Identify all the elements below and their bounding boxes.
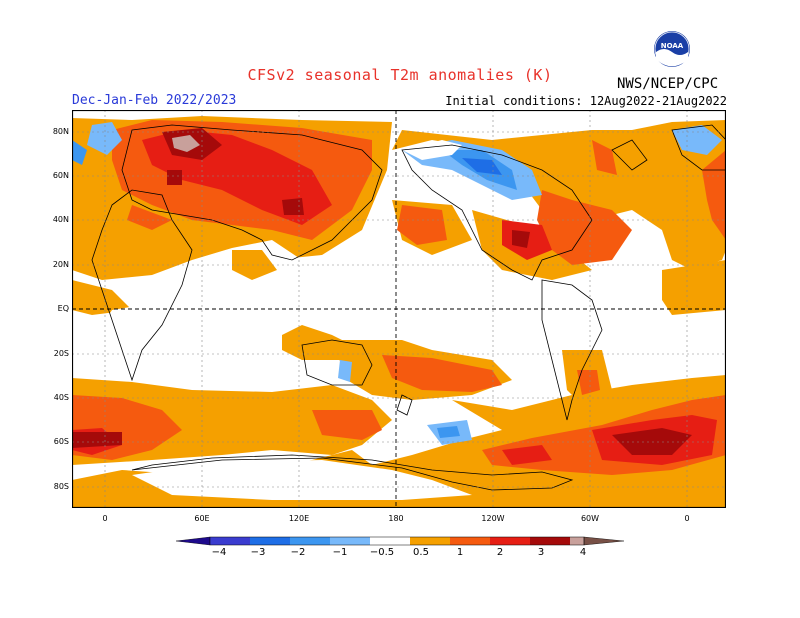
agency-label: NWS/NCEP/CPC [617,76,719,92]
colorbar-bin [490,537,530,545]
lon-tick-120e: 120E [288,514,310,523]
anomaly-3-4-regions [72,128,692,455]
lon-tick-120w: 120W [481,514,505,523]
lat-tick-60n: 60N [52,171,69,180]
lon-tick-60w: 60W [580,514,600,523]
lon-tick-60e: 60E [194,514,210,523]
svg-text:NOAA: NOAA [661,42,684,50]
colorbar-bin [290,537,330,545]
colorbar-bin [250,537,290,545]
colorbar-bin [210,537,250,545]
colorbar-bin [530,537,570,545]
lat-tick-eq: EQ [57,304,69,313]
colorbar-label: −2 [290,547,306,558]
colorbar-bin [450,537,490,545]
lon-tick-180: 180 [388,514,404,523]
colorbar-cold-extreme [175,536,211,546]
colorbar-label: 2 [496,547,504,558]
colorbar-label: −3 [250,547,266,558]
colorbar-label: 3 [537,547,545,558]
forecast-period: Dec-Jan-Feb 2022/2023 [72,93,237,108]
anomaly-map [72,110,726,508]
lat-tick-40n: 40N [52,215,69,224]
colorbar-label: 4 [579,547,587,558]
lat-tick-80n: 80N [52,127,69,136]
lat-tick-20n: 20N [52,260,69,269]
lon-tick-0-east: 0 [684,514,690,523]
colorbar-label: 0.5 [413,547,429,558]
anomaly-over-4-regions [172,135,200,152]
colorbar-label: −1 [332,547,348,558]
noaa-logo-icon: NOAA [654,31,690,67]
colorbar-bin [570,537,584,545]
initial-conditions: Initial conditions: 12Aug2022-21Aug2022 [445,94,727,108]
neutral-regions [92,140,632,500]
lat-tick-80s: 80S [53,482,69,491]
colorbar-bin [370,537,410,545]
lat-tick-60s: 60S [53,437,69,446]
colorbar-bin [330,537,370,545]
colorbar-warm-extreme [583,536,625,546]
colorbar-label: −4 [211,547,227,558]
graticule [72,110,726,508]
colorbar-label: 1 [456,547,464,558]
equator-dateline [72,110,726,508]
lat-tick-40s: 40S [53,393,69,402]
colorbar-bin [410,537,450,545]
colorbar-label: −0.5 [369,547,395,558]
lat-tick-20s: 20S [53,349,69,358]
map-title: CFSv2 seasonal T2m anomalies (K) [247,66,553,84]
coastline-outlines [91,124,726,491]
colorbar [175,536,625,546]
lon-tick-0: 0 [102,514,108,523]
